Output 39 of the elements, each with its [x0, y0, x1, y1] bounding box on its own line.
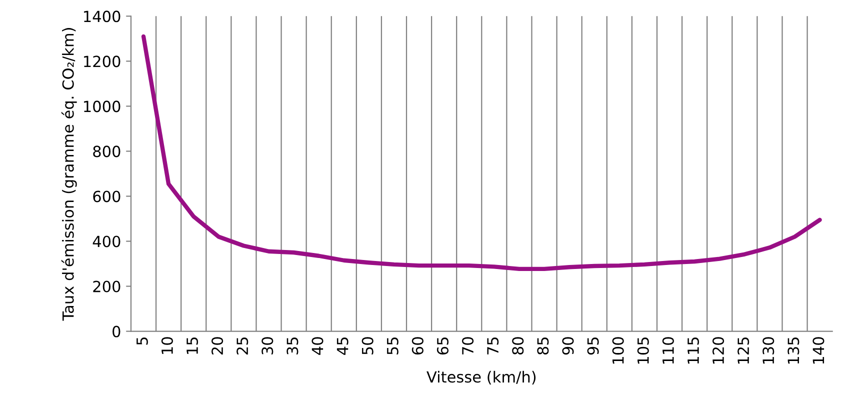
y-tick-label: 1200 — [84, 56, 120, 68]
x-tick-label: 55 — [387, 337, 398, 354]
x-tick-label: 100 — [612, 337, 624, 364]
x-tick-label: 50 — [362, 337, 374, 354]
y-tick-label: 400 — [92, 236, 120, 248]
x-tick-label: 125 — [738, 337, 750, 364]
x-tick-label: 35 — [286, 337, 298, 354]
x-tick-label: 5 — [136, 337, 148, 345]
y-tick-label: 0 — [112, 326, 120, 338]
x-tick-label: 60 — [412, 337, 424, 355]
x-tick-label: 85 — [537, 337, 549, 355]
x-axis-title: Vitesse (km/h) — [426, 370, 536, 384]
line-series — [141, 34, 822, 272]
x-tick-label: 40 — [312, 337, 324, 355]
x-tick-label: 135 — [788, 337, 800, 364]
x-tick-label: 15 — [186, 337, 198, 354]
x-tick-label: 105 — [637, 337, 649, 364]
x-tick-label: 95 — [587, 337, 599, 355]
x-tick-label: 10 — [161, 337, 173, 354]
y-tick-label: 600 — [93, 190, 120, 202]
x-tick-label: 90 — [562, 337, 574, 355]
x-tick-label: 45 — [336, 337, 348, 355]
y-tick-label: 800 — [93, 146, 120, 158]
y-tick-label: 1400 — [84, 10, 120, 22]
x-tick-label: 120 — [712, 337, 724, 364]
y-axis-title: Taux d'émission (gramme éq. CO₂/km) — [61, 28, 77, 321]
x-tick-label: 110 — [662, 337, 674, 364]
x-tick-label: 115 — [688, 337, 699, 364]
x-tick-label: 75 — [487, 337, 499, 354]
x-tick-label: 130 — [762, 337, 774, 364]
x-tick-label: 20 — [212, 337, 224, 354]
x-tick-label: 30 — [262, 337, 274, 354]
x-tick-label: 65 — [436, 337, 449, 355]
x-tick-label: 140 — [812, 337, 824, 364]
x-tick-label: 80 — [512, 337, 524, 355]
x-tick-label: 25 — [236, 337, 248, 354]
y-tick-label: 200 — [93, 280, 120, 292]
x-tick-label: 70 — [462, 337, 474, 354]
y-tick-label: 1000 — [84, 100, 120, 112]
